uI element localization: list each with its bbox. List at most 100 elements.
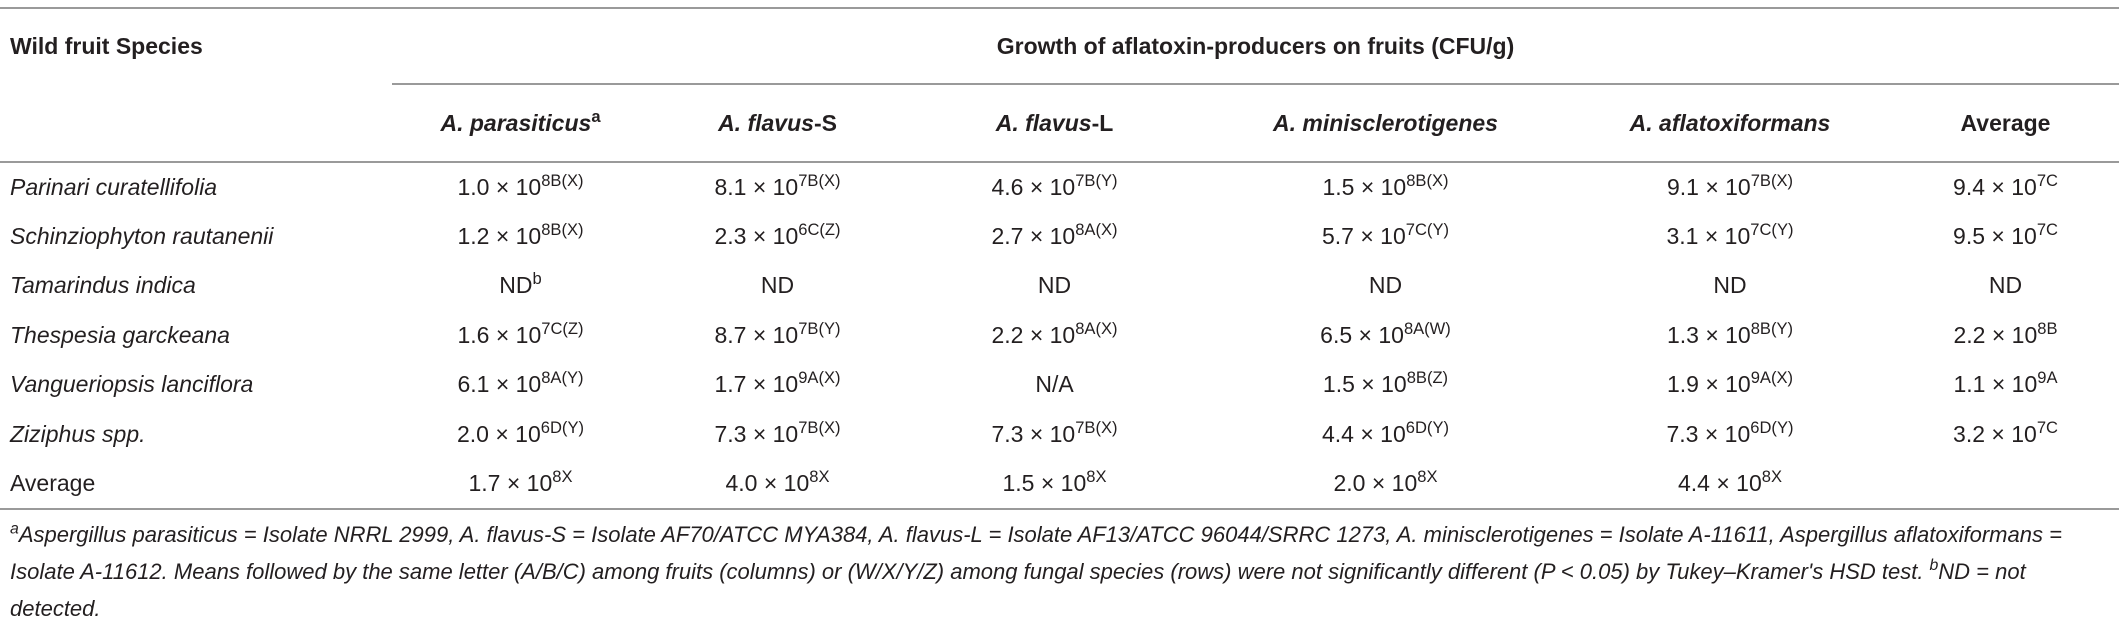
cell: 2.0 × 108X <box>1203 459 1568 510</box>
cell: ND <box>1892 261 2119 311</box>
cell-text: 1.9 × 10 <box>1666 371 1751 398</box>
header-text: -S <box>813 109 837 136</box>
column-header-row: A. parasiticusa A. flavus-S A. flavus-L A. … <box>0 84 2119 162</box>
cell-text: 1.5 × 10 <box>1322 173 1407 200</box>
cell: 9.5 × 107C <box>1892 212 2119 262</box>
cell-text: 9.4 × 10 <box>1953 173 2037 200</box>
cell-text: 1.1 × 10 <box>1953 371 2038 398</box>
cell: 1.0 × 108B(X) <box>392 162 649 212</box>
cell-sup: 7B(Y) <box>798 318 841 338</box>
cell-sup: 8X <box>809 466 830 486</box>
cell-text: 9.1 × 10 <box>1666 173 1751 200</box>
row: Ziziphus spp. 2.0 × 106D(Y) 7.3 × 107B(X) 7… <box>0 410 2119 460</box>
cell-sup: 7B(X) <box>1750 170 1794 190</box>
cell-text: 4.0 × 10 <box>725 469 810 496</box>
cell-text: 7.3 × 10 <box>1666 420 1751 447</box>
header-italic: A. aflatoxiformans <box>1629 109 1831 136</box>
cell-sup: 8B(X) <box>541 170 584 190</box>
cell-sup: 8B(Y) <box>1750 318 1794 338</box>
cell: ND <box>906 261 1203 311</box>
cell: 4.0 × 108X <box>649 459 906 510</box>
cell-sup: 7B(Y) <box>1075 170 1118 190</box>
cell: 1.5 × 108B(Z) <box>1203 360 1568 410</box>
column-header: A. aflatoxiformans <box>1568 84 1892 162</box>
cell: 2.2 × 108A(X) <box>906 311 1203 361</box>
cell-sup: 6C(Z) <box>798 219 841 239</box>
cell-text: 4.4 × 10 <box>1677 469 1762 496</box>
cell: 1.1 × 109A <box>1892 360 2119 410</box>
header-italic: A. minisclerotigenes <box>1273 109 1498 136</box>
header-text: -L <box>1091 109 1114 136</box>
cell <box>1892 459 2119 510</box>
cell-text: 1.6 × 10 <box>457 321 542 348</box>
cell: 8.7 × 107B(Y) <box>649 311 906 361</box>
cell: ND <box>1203 261 1568 311</box>
cell-text: 1.3 × 10 <box>1666 321 1751 348</box>
species-cell: Parinari curatellifolia <box>10 173 218 200</box>
cell-sup: 7C(Y) <box>1405 219 1449 239</box>
column-header: Average <box>1892 84 2119 162</box>
cell-text: ND <box>1713 272 1747 299</box>
header-italic: A. parasiticus <box>440 109 592 136</box>
cell: 4.4 × 108X <box>1568 459 1892 510</box>
row: Parinari curatellifolia 1.0 × 108B(X) 8.1 … <box>0 162 2119 212</box>
header-italic: A. flavus <box>718 109 814 136</box>
species-header: Wild fruit Species <box>0 7 392 84</box>
species-cell: Vangueriopsis lanciflora <box>10 371 254 398</box>
cell-sup: 7C <box>2036 219 2058 239</box>
column-header: A. minisclerotigenes <box>1203 84 1568 162</box>
cell-sup: 8B(X) <box>541 219 584 239</box>
cell: 2.0 × 106D(Y) <box>392 410 649 460</box>
cell-text: 1.5 × 10 <box>1322 371 1407 398</box>
cell-sup: 8A(W) <box>1403 318 1451 338</box>
cell: 6.5 × 108A(W) <box>1203 311 1568 361</box>
cell-text: 4.6 × 10 <box>991 173 1076 200</box>
row: Vangueriopsis lanciflora 6.1 × 108A(Y) 1.7… <box>0 360 2119 410</box>
cell: 1.3 × 108B(Y) <box>1568 311 1892 361</box>
cell: 7.3 × 107B(X) <box>649 410 906 460</box>
cell: 4.6 × 107B(Y) <box>906 162 1203 212</box>
group-header: Growth of aflatoxin-producers on fruits … <box>392 7 2119 85</box>
cell-sup: 8A(Y) <box>541 368 584 388</box>
cell: 4.4 × 106D(Y) <box>1203 410 1568 460</box>
header-sup: a <box>591 106 601 126</box>
cell-sup: 8A(X) <box>1075 219 1118 239</box>
species-cell: Tamarindus indica <box>10 272 196 299</box>
cell-sup: 8A(X) <box>1075 318 1118 338</box>
species-cell: Ziziphus spp. <box>10 420 146 447</box>
cell-text: 8.1 × 10 <box>714 173 799 200</box>
cell: 3.1 × 107C(Y) <box>1568 212 1892 262</box>
cell-text: 9.5 × 10 <box>1953 222 2037 249</box>
cell-sup: 8X <box>1761 466 1783 486</box>
cell: 3.2 × 107C <box>1892 410 2119 460</box>
cell-sup: 6D(Y) <box>1405 417 1449 437</box>
column-header: A. flavus-S <box>649 84 906 162</box>
cell-text: ND <box>1988 272 2023 299</box>
cell-text: ND <box>1368 272 1403 299</box>
cell: 5.7 × 107C(Y) <box>1203 212 1568 262</box>
cell: 1.9 × 109A(X) <box>1568 360 1892 410</box>
species-cell: Thespesia garckeana <box>10 321 230 348</box>
cell-text: 6.1 × 10 <box>457 371 542 398</box>
cell-sup: 7B(X) <box>798 170 841 190</box>
species-cell: Average <box>0 459 392 510</box>
cell-text: 2.7 × 10 <box>991 222 1076 249</box>
cell-text: 7.3 × 10 <box>714 420 799 447</box>
footnote-text: Aspergillus parasiticus = Isolate NRRL 2… <box>10 522 2062 584</box>
cell-text: 2.2 × 10 <box>991 321 1076 348</box>
cell-sup: 7C <box>2036 417 2058 437</box>
cell: 7.3 × 106D(Y) <box>1568 410 1892 460</box>
cell-sup: 8X <box>1086 466 1107 486</box>
cell-text: ND <box>499 272 533 299</box>
cell-text: 1.0 × 10 <box>457 173 542 200</box>
column-header: A. flavus-L <box>906 84 1203 162</box>
cell: 1.5 × 108B(X) <box>1203 162 1568 212</box>
cell-sup: 6D(Y) <box>1750 417 1794 437</box>
cell: 1.2 × 108B(X) <box>392 212 649 262</box>
cell: 8.1 × 107B(X) <box>649 162 906 212</box>
header-italic: A. flavus <box>995 109 1092 136</box>
cell: ND <box>649 261 906 311</box>
table: Wild fruit Species Growth of aflatoxin-p… <box>0 7 2119 510</box>
cell: 9.1 × 107B(X) <box>1568 162 1892 212</box>
cell-sup: 8B(X) <box>1406 170 1449 190</box>
